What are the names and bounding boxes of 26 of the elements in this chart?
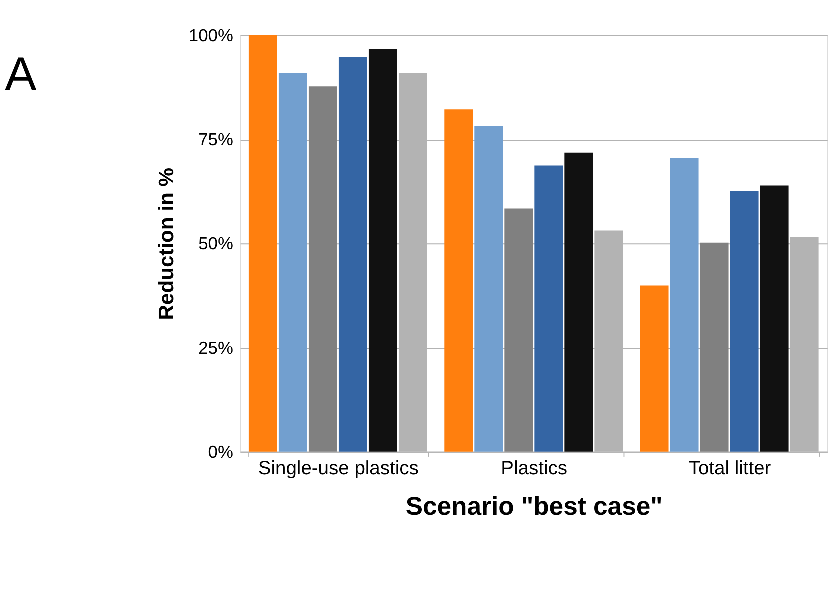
bar [474, 126, 504, 452]
bar [308, 86, 338, 452]
bar [278, 72, 308, 452]
y-tick-label: 75% [198, 130, 234, 150]
chart-title: A [4, 48, 37, 102]
bar [670, 158, 699, 452]
x-tick-label: Total litter [688, 458, 772, 480]
bar [338, 58, 368, 452]
y-tick-label: 50% [198, 234, 234, 254]
bar [444, 110, 474, 452]
bar [534, 166, 564, 452]
bar [760, 186, 789, 452]
bar [640, 286, 669, 452]
y-tick-label: 0% [208, 442, 234, 462]
bar [730, 191, 759, 452]
bar [368, 49, 398, 452]
x-tick-label: Plastics [501, 458, 568, 480]
bar [700, 242, 729, 452]
bar [248, 35, 278, 452]
bar [564, 152, 594, 452]
y-tick-label: 100% [188, 25, 234, 46]
y-tick-label: 25% [198, 338, 234, 358]
x-axis-title: Scenario "best case" [406, 492, 663, 521]
y-axis-title: Reduction in % [155, 168, 178, 320]
x-tick-label: Single-use plastics [258, 458, 419, 480]
bar [504, 208, 534, 452]
